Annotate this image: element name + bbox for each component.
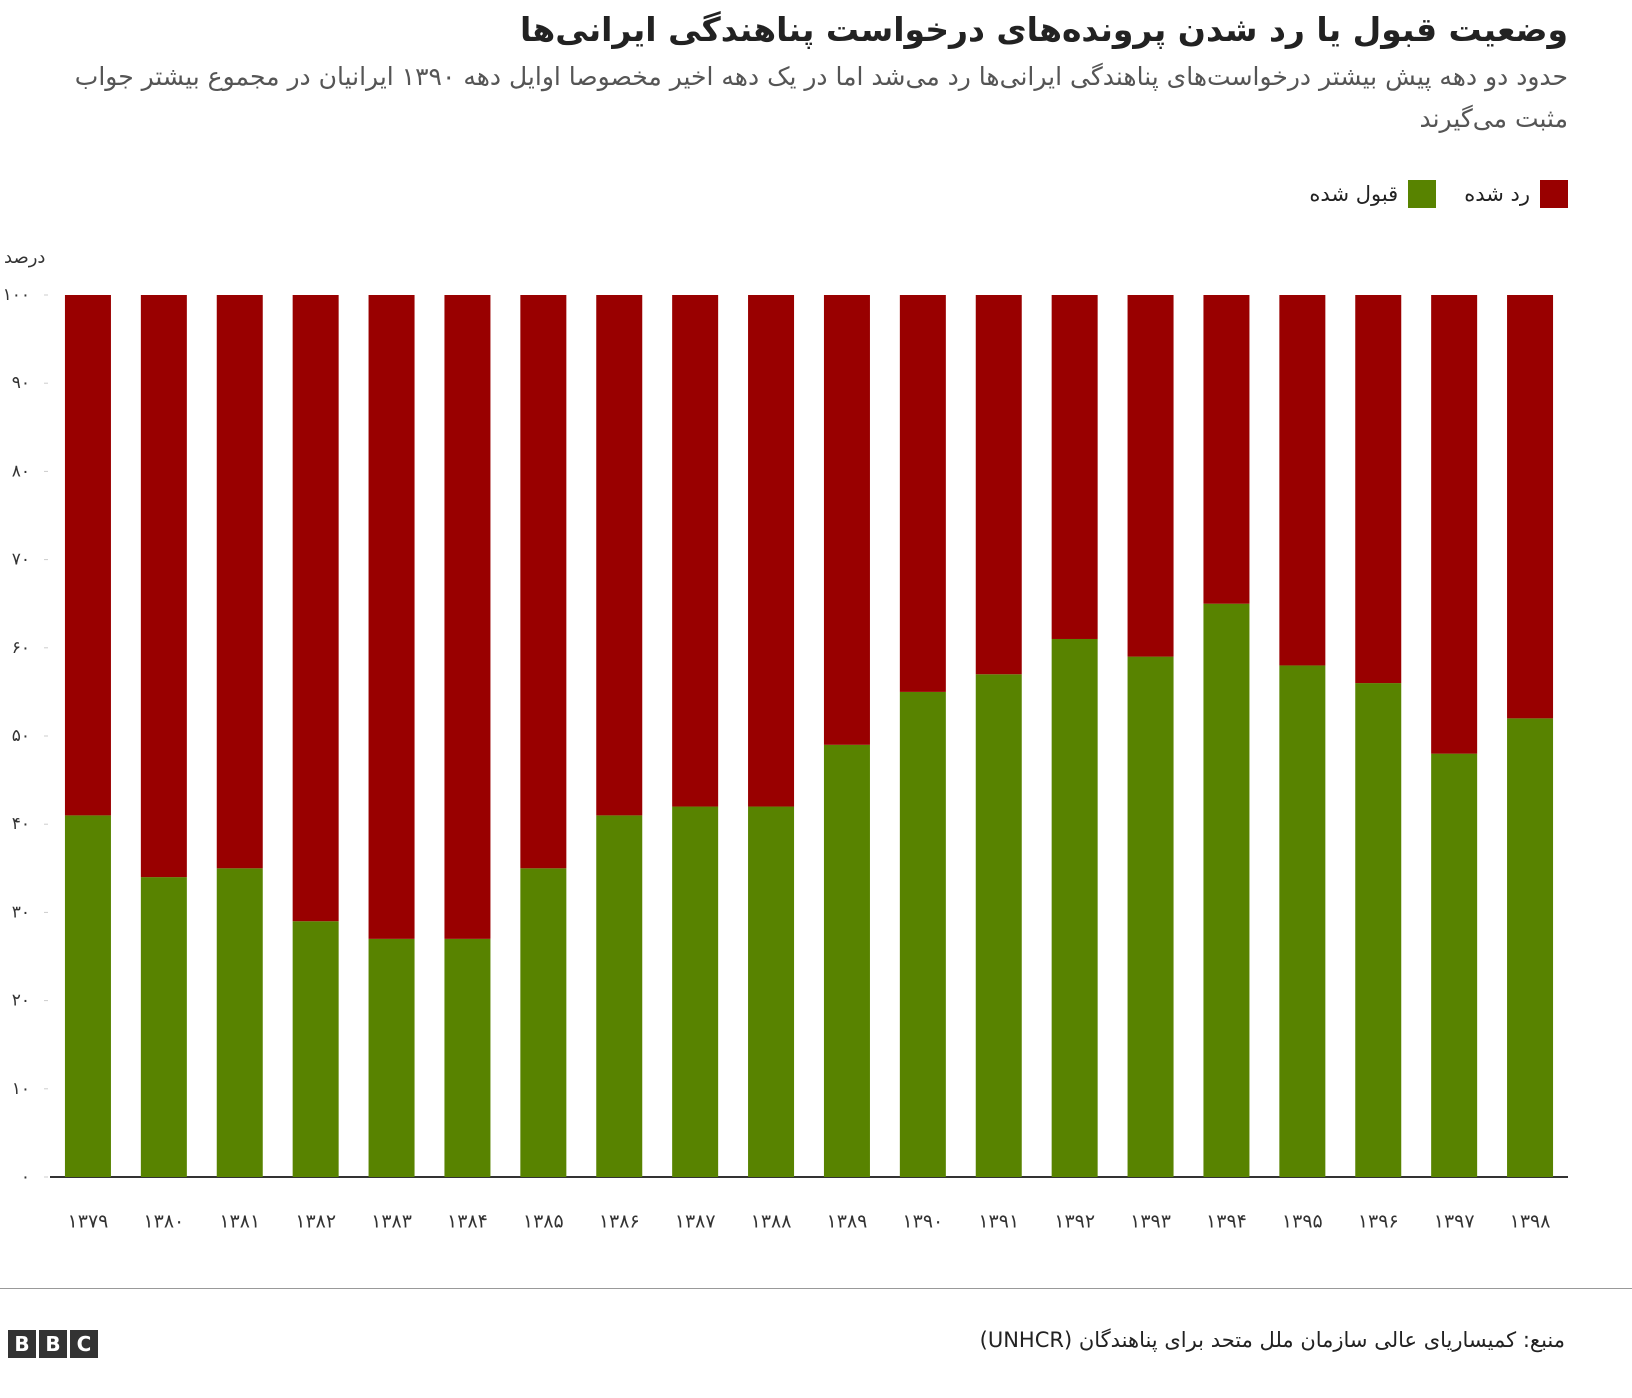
bar-segment [1203, 295, 1250, 604]
y-tick-label: ۲۰ [12, 991, 30, 1011]
x-tick-label: ۱۳۹۰ [902, 1211, 943, 1233]
bar-segment [899, 691, 946, 1177]
bar-segment [975, 674, 1022, 1177]
bar-segment [1127, 295, 1174, 657]
y-tick-label: ۱۰ [12, 1079, 30, 1099]
bar-segment [368, 295, 415, 939]
x-tick-label: ۱۳۸۳ [371, 1211, 412, 1233]
bar-segment [823, 295, 870, 745]
legend-item: قبول شده [1309, 180, 1437, 208]
bar-segment [1279, 665, 1326, 1177]
bar-segment [1431, 295, 1478, 754]
bar-segment [596, 295, 643, 816]
logo-letter: B [8, 1330, 36, 1358]
bar-segment [520, 295, 567, 869]
y-tick-label: ۴۰ [12, 814, 30, 834]
bar-segment [1431, 753, 1478, 1177]
x-tick-label: ۱۳۸۸ [751, 1211, 792, 1233]
x-tick-label: ۱۳۹۵ [1282, 1211, 1323, 1233]
x-tick-label: ۱۳۹۶ [1358, 1211, 1399, 1233]
bar-segment [1203, 603, 1250, 1177]
chart-subtitle: حدود دو دهه پیش بیشتر درخواست‌های پناهند… [74, 62, 1568, 133]
x-tick-label: ۱۳۹۸ [1510, 1211, 1551, 1233]
y-axis-label: درصد [4, 247, 45, 268]
bar-segment [823, 744, 870, 1177]
y-tick-label: ۱۰۰ [3, 285, 30, 305]
bar-segment [748, 295, 795, 807]
bar-segment [1127, 656, 1174, 1177]
legend: رد شده قبول شده [1309, 180, 1568, 208]
bar-segment [672, 295, 719, 807]
bar-segment [1355, 295, 1402, 684]
logo-letter: B [39, 1330, 67, 1358]
bar-segment [292, 295, 339, 922]
logo-letter: C [70, 1330, 98, 1358]
x-tick-label: ۱۳۹۲ [1054, 1211, 1095, 1233]
x-tick-label: ۱۳۹۳ [1130, 1211, 1171, 1233]
bar-segment [292, 921, 339, 1177]
bar-segment [1507, 718, 1554, 1177]
header: وضعیت قبول یا رد شدن پرونده‌های درخواست … [18, 4, 1568, 140]
x-tick-label: ۱۳۷۹ [68, 1211, 109, 1233]
x-tick-label: ۱۳۸۰ [143, 1211, 184, 1233]
x-tick-label: ۱۳۹۱ [978, 1211, 1019, 1233]
x-tick-label: ۱۳۹۷ [1434, 1211, 1475, 1233]
bar-segment [596, 815, 643, 1177]
legend-label: رد شده [1464, 182, 1530, 206]
bar-segment [1051, 638, 1098, 1177]
bar-segment [64, 815, 111, 1177]
x-tick-label: ۱۳۸۴ [447, 1211, 488, 1233]
footer-rule [0, 1288, 1632, 1289]
x-tick-label: ۱۳۸۲ [295, 1211, 336, 1233]
bar-segment [1355, 683, 1402, 1177]
bar-segment [1051, 295, 1098, 639]
bar-segment [672, 806, 719, 1177]
y-tick-label: ۰ [21, 1167, 30, 1187]
bar-segment [748, 806, 795, 1177]
legend-swatch [1540, 180, 1568, 208]
x-tick-label: ۱۳۸۹ [827, 1211, 868, 1233]
bar-segment [216, 295, 263, 869]
x-tick-label: ۱۳۸۶ [599, 1211, 640, 1233]
y-tick-label: ۳۰ [12, 902, 30, 922]
y-tick-label: ۷۰ [12, 550, 30, 570]
legend-item: رد شده [1464, 180, 1568, 208]
x-tick-label: ۱۳۸۱ [219, 1211, 260, 1233]
bar-segment [1507, 295, 1554, 719]
bar-segment [1279, 295, 1326, 666]
bar-segment [899, 295, 946, 692]
bar-segment [444, 938, 491, 1177]
bar-segment [140, 295, 187, 878]
x-tick-label: ۱۳۹۴ [1206, 1211, 1247, 1233]
bar-segment [975, 295, 1022, 675]
y-tick-label: ۵۰ [12, 726, 30, 746]
bar-segment [444, 295, 491, 939]
bar-segment [64, 295, 111, 816]
chart-title: وضعیت قبول یا رد شدن پرونده‌های درخواست … [520, 10, 1568, 49]
x-tick-label: ۱۳۸۷ [675, 1211, 716, 1233]
legend-swatch [1408, 180, 1437, 208]
y-tick-label: ۹۰ [12, 373, 30, 393]
bar-segment [520, 868, 567, 1177]
bar-segment [140, 877, 187, 1177]
bar-segment [368, 938, 415, 1177]
source: منبع: کمیساریای عالی سازمان ملل متحد برا… [979, 1328, 1565, 1352]
x-tick-label: ۱۳۸۵ [523, 1211, 564, 1233]
bar-segment [216, 868, 263, 1177]
y-tick-label: ۸۰ [12, 461, 30, 481]
legend-label: قبول شده [1309, 182, 1399, 206]
y-tick-label: ۶۰ [12, 638, 30, 658]
